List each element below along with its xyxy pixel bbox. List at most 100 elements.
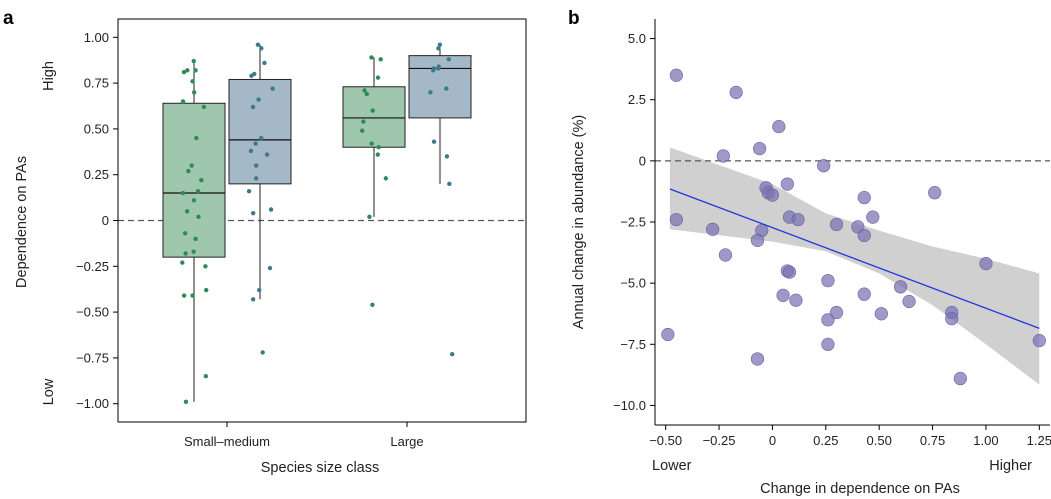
box-iqr	[228, 78, 292, 185]
box-data-point	[196, 214, 201, 220]
panel-b-y-tick-label: 5.0	[628, 31, 646, 46]
panel-b-x-tick-label: 0	[769, 433, 776, 448]
box-data-point	[193, 236, 198, 242]
scatter-point	[706, 222, 720, 236]
scatter-point	[669, 212, 683, 227]
box-data-point	[375, 75, 381, 80]
box-data-point	[184, 209, 190, 214]
panel-a: a −1.00 −0.75 −0.50 −0.25 0 0.25 0.50 0.75 1.00 S…	[3, 8, 527, 476]
box-data-point	[190, 293, 195, 298]
box-data-point	[447, 181, 452, 187]
panel-b-x-tick-label: 0.50	[867, 433, 892, 448]
panel-b-letter: b	[568, 8, 580, 29]
panel-a-category-label: Small–medium	[184, 434, 270, 449]
scatter-point	[789, 293, 803, 307]
panel-b-y-tick-label: −2.5	[620, 215, 646, 230]
scatter-point	[729, 85, 743, 99]
box-data-point	[362, 88, 367, 93]
box-data-point	[191, 198, 197, 203]
box-data-point	[259, 46, 264, 51]
box-data-point	[437, 42, 443, 47]
scatter-point	[791, 212, 805, 227]
scatter-point	[874, 307, 888, 321]
box-data-point	[203, 264, 208, 269]
box-data-point	[376, 145, 381, 150]
box-data-point	[262, 60, 267, 66]
box-data-point	[270, 86, 275, 91]
box-data-point	[181, 293, 187, 298]
box-data-point	[255, 42, 261, 47]
box-iqr	[162, 102, 226, 258]
panel-b-y-tick-label: 2.5	[628, 92, 646, 107]
scatter-point	[765, 188, 780, 202]
scatter-point	[829, 217, 844, 232]
panel-a-y-tick-label: 0	[102, 213, 109, 228]
panel-b-x-low-label: Lower	[652, 458, 692, 474]
box-data-point	[268, 207, 274, 212]
box-data-point	[189, 163, 194, 168]
scatter-point	[893, 280, 908, 294]
scatter-point	[829, 305, 844, 320]
box-data-point	[264, 152, 270, 157]
panel-a-y-high-label: High	[41, 61, 57, 91]
scatter-point	[780, 177, 794, 191]
box-data-point	[259, 135, 264, 141]
panel-a-y-tick-label: 1.00	[84, 30, 109, 45]
scatter-point	[953, 371, 967, 386]
panel-b-x-tick-label: −0.25	[703, 433, 736, 448]
panel-b-x-tick-label: 1.00	[973, 433, 998, 448]
box-data-point	[250, 297, 256, 302]
box-data-point	[193, 68, 198, 73]
panel-b-x-tick-label: −0.50	[649, 433, 682, 448]
box-data-point	[360, 128, 365, 133]
panel-a-y-axis-title: Dependence on PAs	[14, 156, 30, 288]
box-data-point	[430, 68, 436, 73]
panel-b-y-tick-label: 0	[639, 153, 646, 168]
panel-b-x-tick-label: 0.75	[920, 433, 945, 448]
box-data-point	[369, 141, 374, 146]
box-data-point	[369, 55, 374, 60]
scatter-point	[928, 186, 942, 200]
panel-a-letter: a	[3, 8, 14, 29]
scatter-point	[716, 149, 730, 163]
panel-b-y-tick-label: −7.5	[620, 337, 646, 352]
box-data-point	[199, 178, 204, 183]
panel-a-y-low-label: Low	[41, 378, 57, 405]
box-data-point	[186, 168, 191, 174]
panel-b-fit-line	[669, 188, 1040, 329]
panel-a-y-tick-label: 0.50	[84, 121, 109, 136]
scatter-point	[817, 159, 831, 173]
box-data-point	[203, 374, 209, 379]
panel-b-y-tick-label: −5.0	[620, 276, 646, 291]
box-data-point	[185, 68, 190, 73]
box-data-point	[194, 135, 199, 141]
box-data-point	[436, 66, 441, 71]
scatter-point	[902, 294, 916, 309]
panel-a-y-tick-label: −1.00	[76, 396, 109, 411]
scatter-point	[750, 352, 765, 366]
panel-b-x-tick-label: 0.25	[813, 433, 838, 448]
panel-b-y-axis-title: Annual change in abundance (%)	[571, 115, 587, 329]
box-data-point	[191, 249, 196, 254]
box-data-point	[444, 154, 450, 159]
box-data-point	[444, 86, 449, 91]
box-data-point	[370, 108, 375, 113]
panel-a-y-tick-label: −0.50	[76, 305, 109, 320]
scatter-point	[782, 265, 797, 279]
box-data-point	[201, 104, 207, 110]
panel-a-y-tick-label: 0.25	[84, 167, 109, 182]
scatter-point	[945, 312, 959, 326]
panel-a-category-label: Large	[390, 434, 423, 449]
panel-a-x-axis-title: Species size class	[261, 460, 379, 476]
box-data-point	[253, 141, 258, 146]
panel-b-y-tick-label: −10.0	[613, 398, 646, 413]
box-data-point	[183, 399, 189, 405]
panel-a-y-tick-label: −0.75	[76, 350, 109, 365]
box-data-point	[361, 119, 366, 124]
box-data-point	[180, 99, 186, 104]
box-data-point	[191, 90, 197, 95]
box-data-point	[253, 176, 259, 181]
box-data-point	[180, 260, 185, 265]
scatter-point	[669, 68, 683, 82]
